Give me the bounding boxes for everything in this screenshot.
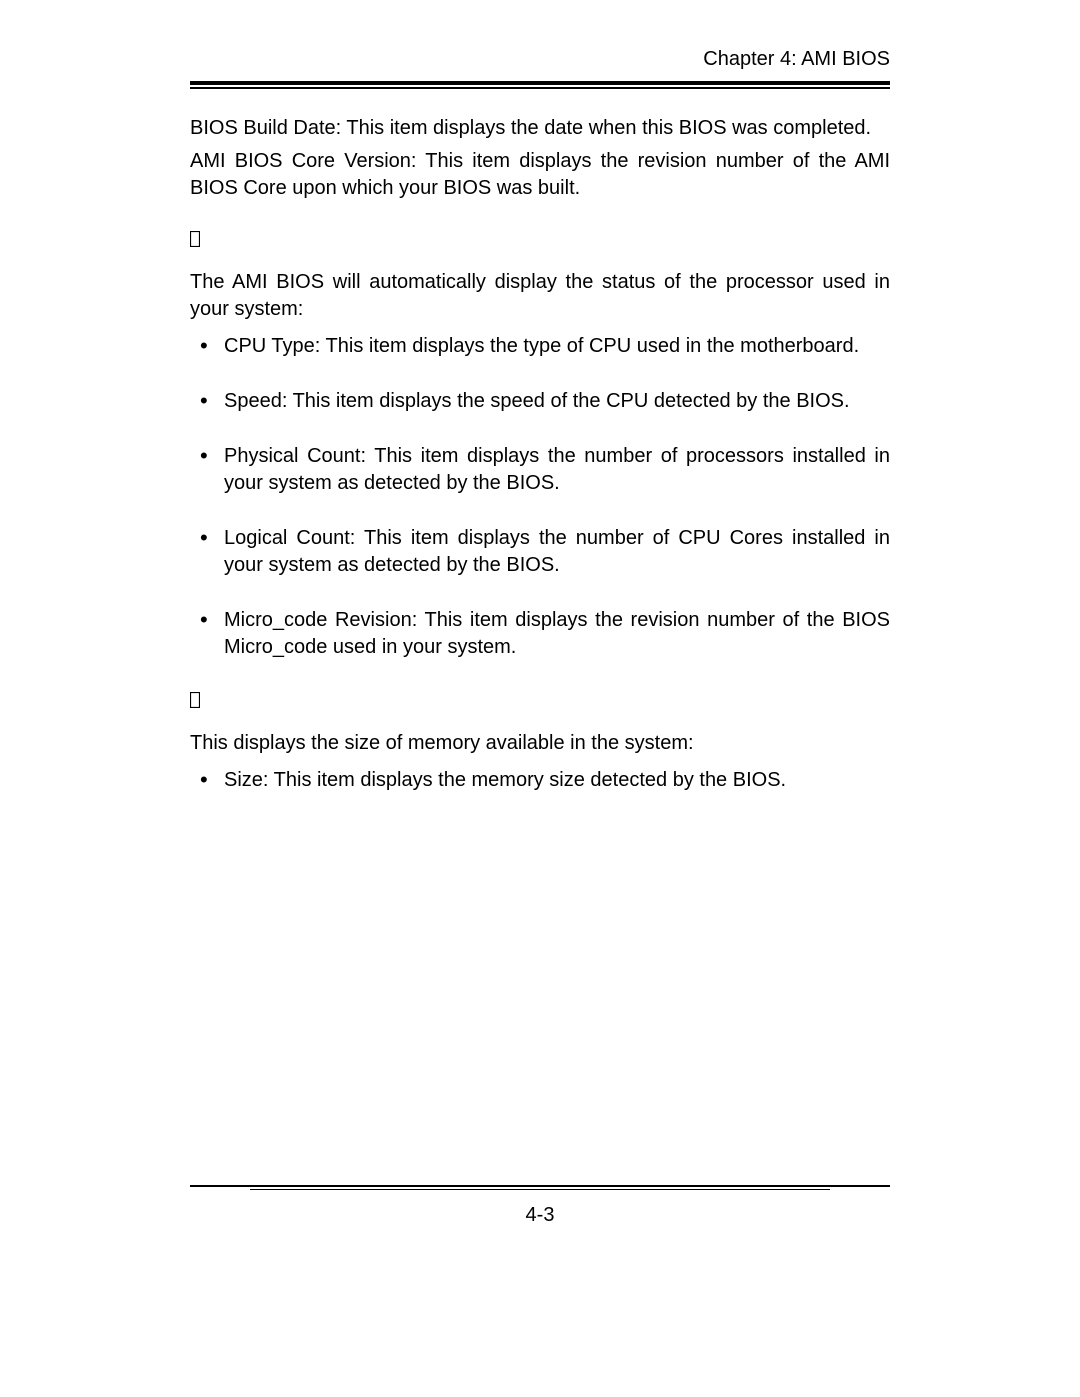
page-footer: 4-3 xyxy=(190,1185,890,1227)
memory-bullet-list: Size: This item displays the memory size… xyxy=(190,767,890,794)
processor-bullet-list: CPU Type: This item displays the type of… xyxy=(190,333,890,661)
list-item: Micro_code Revision: This item displays … xyxy=(190,607,890,661)
page: Chapter 4: AMI BIOS BIOS Build Date: Thi… xyxy=(0,0,1080,1397)
intro-line-1: BIOS Build Date: This item displays the … xyxy=(190,115,890,142)
list-item: Size: This item displays the memory size… xyxy=(190,767,890,794)
body: BIOS Build Date: This item displays the … xyxy=(190,115,890,794)
list-item: Logical Count: This item displays the nu… xyxy=(190,525,890,579)
memory-section-marker xyxy=(190,689,890,716)
marker-icon xyxy=(190,231,200,247)
intro-line-2: AMI BIOS Core Version: This item display… xyxy=(190,148,890,202)
memory-lead: This displays the size of memory availab… xyxy=(190,730,890,757)
page-header: Chapter 4: AMI BIOS xyxy=(190,48,890,85)
marker-icon xyxy=(190,692,200,708)
list-item: CPU Type: This item displays the type of… xyxy=(190,333,890,360)
footer-rule-thin xyxy=(250,1189,830,1190)
processor-lead: The AMI BIOS will automatically display … xyxy=(190,269,890,323)
chapter-title: Chapter 4: AMI BIOS xyxy=(703,48,890,70)
list-item: Speed: This item displays the speed of t… xyxy=(190,388,890,415)
page-number: 4-3 xyxy=(190,1204,890,1227)
list-item: Physical Count: This item displays the n… xyxy=(190,443,890,497)
footer-rule-thick xyxy=(190,1185,890,1187)
processor-section-marker xyxy=(190,228,890,255)
header-rule xyxy=(190,87,890,89)
